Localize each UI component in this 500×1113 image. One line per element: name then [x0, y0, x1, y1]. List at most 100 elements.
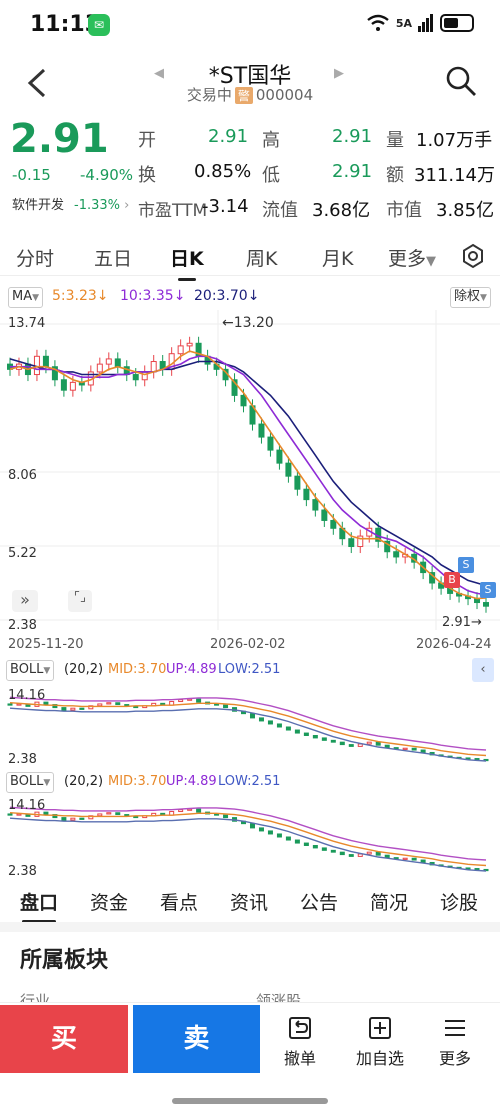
kline-chart[interactable]	[0, 310, 500, 630]
boll-candle	[70, 817, 76, 821]
boll-candle	[196, 808, 202, 813]
tab-more[interactable]: 更多▼	[388, 244, 436, 271]
boll-low-line	[9, 707, 487, 762]
ma-selector-label: MA	[12, 289, 33, 304]
boll-candle	[115, 702, 121, 706]
more-button[interactable]: 更多	[415, 1015, 495, 1069]
boll-candle	[16, 813, 22, 816]
boll-candle	[348, 744, 354, 747]
tab-order-book[interactable]: 盘口	[20, 888, 58, 923]
candle-body	[150, 361, 157, 373]
boll-candle	[474, 868, 480, 871]
ma10-label: 10:3.35↓	[120, 288, 186, 304]
stock-subtitle: 交易中警 000004	[0, 84, 500, 105]
tab-diagnosis[interactable]: 诊股	[440, 892, 479, 914]
candle-body	[384, 540, 391, 553]
boll-candle	[411, 747, 417, 751]
home-indicator	[172, 1098, 328, 1104]
add-watchlist-button[interactable]: 加自选	[340, 1015, 420, 1069]
tab-monthly-k[interactable]: 月K	[322, 248, 354, 270]
high-label: 高	[262, 130, 280, 151]
boll-candle	[285, 836, 291, 841]
sector-link[interactable]: 软件开发 -1.33% ›	[12, 194, 129, 213]
back-arrow-icon[interactable]	[24, 66, 50, 100]
network-label: 5A	[395, 16, 412, 30]
candle-body	[267, 436, 274, 451]
boll-selector[interactable]: BOLL▼	[6, 660, 55, 681]
candle-body	[132, 374, 139, 381]
battery-icon	[440, 14, 474, 32]
cancel-order-button[interactable]: 撤单	[260, 1015, 340, 1069]
tab-weekly-k[interactable]: 周K	[246, 248, 278, 270]
candle-body	[285, 462, 292, 477]
boll-candle	[420, 859, 426, 863]
x-label-end: 2026-04-24	[416, 637, 492, 652]
sell-button[interactable]: 卖	[133, 1005, 260, 1073]
next-stock-icon[interactable]: ▶	[334, 66, 344, 81]
tab-highlights[interactable]: 看点	[160, 892, 199, 914]
boll-candle	[330, 849, 336, 853]
candle-body	[276, 449, 283, 464]
boll-candle	[366, 741, 372, 745]
search-icon[interactable]	[444, 64, 478, 98]
sector-label: 软件开发	[12, 198, 65, 213]
status-bar: 11:13 ✉ 5A	[0, 0, 500, 50]
candle-body	[483, 602, 489, 607]
boll-mid: MID:3.70	[108, 662, 167, 677]
boll-selector[interactable]: BOLL▼	[6, 772, 55, 793]
volume-value: 1.07万手	[416, 130, 493, 151]
tab-five-day[interactable]: 五日	[94, 248, 133, 270]
info-tabs: 盘口 资金 看点 资讯 公告 简况 诊股	[0, 884, 500, 923]
fullscreen-icon[interactable]: ⌜⌟	[68, 590, 92, 612]
sell-marker[interactable]: S	[458, 557, 474, 573]
boll-candle	[79, 817, 85, 820]
candle-body	[96, 363, 103, 373]
boll-candle	[348, 854, 354, 857]
expand-icon[interactable]: »	[12, 590, 38, 612]
boll-up: UP:4.89	[166, 774, 217, 789]
amount-value: 311.14万	[414, 165, 495, 186]
tab-news[interactable]: 资讯	[230, 892, 269, 914]
boll-low-line	[9, 817, 487, 872]
adjust-selector[interactable]: 除权▼	[450, 287, 491, 308]
status-icons: 5A	[366, 14, 474, 32]
boll-candle	[258, 827, 264, 832]
boll-mid-line	[9, 812, 487, 867]
boll-selector-label: BOLL	[10, 662, 44, 677]
boll-candle	[294, 839, 300, 844]
tab-daily-k[interactable]: 日K	[170, 244, 204, 281]
section-title: 所属板块	[20, 948, 109, 973]
prev-stock-icon[interactable]: ◀	[154, 66, 164, 81]
boll-candle	[70, 707, 76, 711]
sector-change: -1.33%	[74, 198, 121, 213]
stock-name: *ST国华	[208, 64, 292, 89]
boll-candle	[115, 812, 121, 816]
tab-announcements[interactable]: 公告	[300, 892, 339, 914]
ma5-label: 5:3.23↓	[52, 288, 109, 304]
add-watchlist-label: 加自选	[355, 1049, 404, 1068]
boll-chart-2[interactable]	[0, 794, 500, 880]
collapse-panel-icon[interactable]: ‹	[472, 658, 494, 682]
quote-panel: 2.91 -0.15 -4.90% 软件开发 -1.33% › 开 2.91 高 …	[0, 112, 500, 232]
buy-button[interactable]: 买	[0, 1005, 128, 1073]
tab-profile[interactable]: 简况	[370, 892, 409, 914]
tab-funds[interactable]: 资金	[90, 892, 129, 914]
candle-body	[105, 358, 112, 365]
candle-body	[312, 499, 319, 511]
trade-status: 交易中	[186, 86, 232, 104]
sell-marker[interactable]: S	[480, 582, 496, 598]
boll-candle	[375, 851, 381, 856]
signal-icon	[418, 14, 433, 32]
settings-icon[interactable]	[460, 243, 486, 269]
boll-candle	[330, 739, 336, 743]
boll-chart-1[interactable]	[0, 684, 500, 770]
boll-candle	[106, 702, 112, 705]
tab-intraday[interactable]: 分时	[16, 248, 55, 270]
buy-marker[interactable]: B	[444, 572, 460, 588]
boll-candle	[178, 699, 184, 703]
ma-selector[interactable]: MA▼	[8, 287, 44, 308]
boll-mid-line	[9, 702, 487, 757]
open-value: 2.91	[208, 126, 249, 147]
boll-up: UP:4.89	[166, 662, 217, 677]
candle-body	[60, 379, 67, 391]
